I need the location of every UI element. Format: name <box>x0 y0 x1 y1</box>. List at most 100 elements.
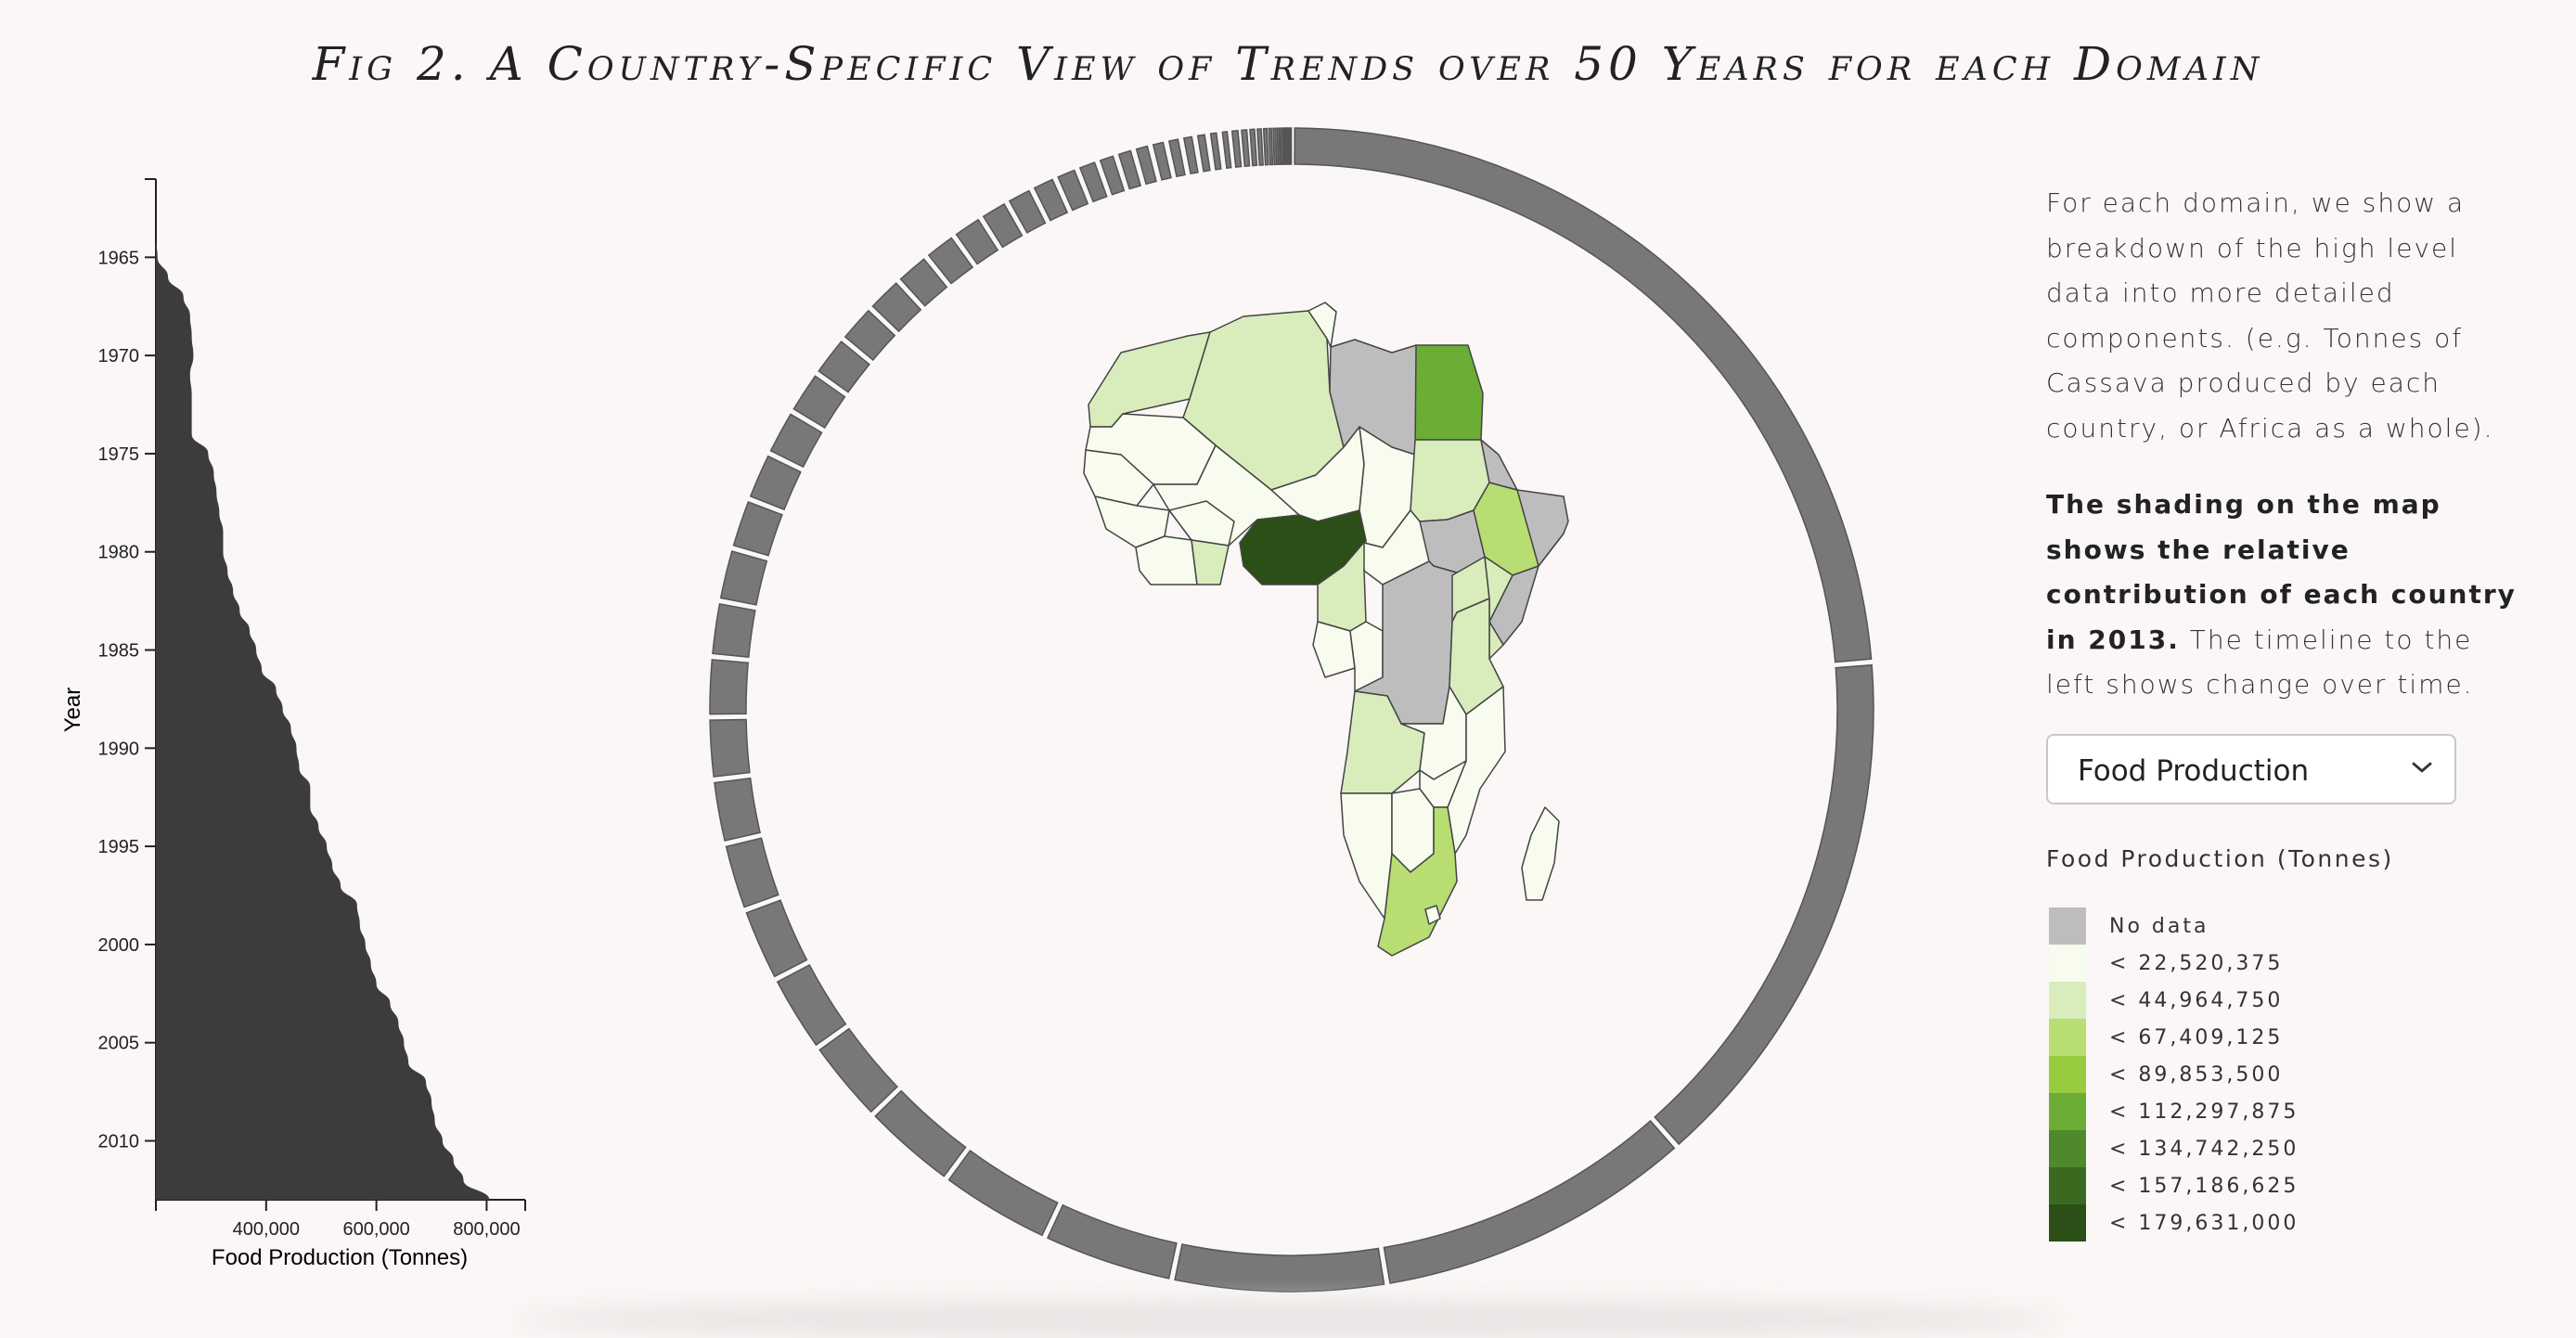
ring-segment[interactable] <box>1221 131 1232 170</box>
ring-segment[interactable] <box>818 1027 898 1113</box>
ring-segment[interactable] <box>1262 127 1269 166</box>
ring-segment[interactable] <box>1230 129 1243 168</box>
country-burkina[interactable] <box>1168 500 1235 547</box>
legend-swatch <box>2049 944 2086 982</box>
ring-segment[interactable] <box>1196 134 1211 173</box>
legend-item: < 157,186,625 <box>2046 1166 2529 1204</box>
y-axis-label: Year <box>60 688 85 733</box>
legend-swatch <box>2049 1018 2086 1056</box>
y-tick-label: 2005 <box>98 1034 140 1054</box>
legend-swatch <box>2049 1129 2086 1167</box>
legend-swatch <box>2049 1166 2086 1204</box>
ring-segments <box>709 127 1874 1293</box>
country-somalia[interactable] <box>1488 489 1569 646</box>
description: For each domain, we show a breakdown of … <box>2046 181 2529 708</box>
legend-item: < 67,409,125 <box>2046 1018 2529 1056</box>
ring-segment[interactable] <box>1117 149 1142 190</box>
description-paragraph-2: The shading on the map shows the relativ… <box>2046 482 2529 708</box>
ring-segment[interactable] <box>955 218 999 265</box>
ring-segment[interactable] <box>769 413 823 469</box>
ring-segment[interactable] <box>1256 128 1264 166</box>
legend-item: < 134,742,250 <box>2046 1129 2529 1167</box>
y-tick-label: 1965 <box>98 248 140 268</box>
ring-segment[interactable] <box>1008 189 1047 234</box>
timeline-axes: 1965 1970 1975 1980 1985 1990 1995 2000 2005 2010… <box>98 178 526 1240</box>
ring-segment[interactable] <box>927 237 974 285</box>
legend-swatch <box>2049 981 2086 1019</box>
ring-segment[interactable] <box>1152 141 1172 181</box>
country-ghana[interactable] <box>1191 539 1230 585</box>
timeline-chart: 1965 1970 1975 1980 1985 1990 1995 2000 2005 2010… <box>60 178 526 1270</box>
country-gabon[interactable] <box>1312 621 1356 678</box>
legend-label: < 67,409,125 <box>2109 1025 2284 1049</box>
ring-segment[interactable] <box>1282 127 1286 165</box>
domain-select[interactable]: Food Production <box>2046 733 2456 804</box>
ring-segment[interactable] <box>1078 161 1108 203</box>
africa-map <box>1083 302 1569 957</box>
ring-segment[interactable] <box>1287 127 1291 165</box>
legend: No data < 22,520,375 < 44,964,750 < 67,409,… <box>2046 907 2529 1242</box>
ring-segment[interactable] <box>709 718 751 778</box>
ring-segment[interactable] <box>732 500 783 557</box>
country-egypt[interactable] <box>1414 344 1484 456</box>
ring-segment[interactable] <box>719 550 768 606</box>
ring-segment[interactable] <box>792 375 846 429</box>
legend-label: < 179,631,000 <box>2109 1211 2299 1235</box>
ring-segment[interactable] <box>871 282 922 333</box>
ring-segment[interactable] <box>1289 127 1293 165</box>
ring-segment[interactable] <box>1174 1243 1385 1293</box>
ring-segment[interactable] <box>725 837 779 908</box>
ring-segment[interactable] <box>1182 135 1199 175</box>
ring-segment[interactable] <box>1383 1119 1676 1284</box>
ring-segment[interactable] <box>709 659 750 715</box>
ring-segment[interactable] <box>982 202 1024 249</box>
y-tick-label: 1995 <box>98 837 140 857</box>
country-libya[interactable] <box>1329 339 1428 456</box>
side-panel: For each domain, we show a breakdown of … <box>2046 181 2529 1242</box>
ring-segment[interactable] <box>714 777 761 842</box>
description-bold: The shading on the map shows the relativ… <box>2046 489 2517 655</box>
legend-label: < 44,964,750 <box>2109 988 2284 1012</box>
ring-segment[interactable] <box>1272 127 1278 166</box>
ring-segment[interactable] <box>1241 129 1251 168</box>
country-cote-divoire[interactable] <box>1135 535 1198 585</box>
y-tick-label: 1985 <box>98 641 140 662</box>
ring-segment[interactable] <box>844 309 896 362</box>
ring-segment[interactable] <box>874 1089 967 1177</box>
ring-segment[interactable] <box>1294 127 1873 663</box>
ring-segment[interactable] <box>776 963 847 1047</box>
ring-segment[interactable] <box>1280 127 1284 165</box>
ring-segment[interactable] <box>1057 169 1089 212</box>
y-tick-label: 1970 <box>98 346 140 367</box>
country-madagascar[interactable] <box>1521 806 1560 901</box>
ring-segment[interactable] <box>1284 127 1288 165</box>
ring-segment[interactable] <box>1268 127 1274 166</box>
ring-segment[interactable] <box>1135 145 1157 186</box>
ring-segment[interactable] <box>1249 128 1258 167</box>
country-namibia[interactable] <box>1340 792 1393 920</box>
ring-segment[interactable] <box>1167 138 1186 178</box>
ring-segment[interactable] <box>1209 132 1222 171</box>
ring-segment[interactable] <box>1099 155 1126 196</box>
y-tick-label: 1990 <box>98 739 140 759</box>
chevron-down-icon <box>2412 761 2432 773</box>
country-tunisia[interactable] <box>1307 302 1337 348</box>
ring-segment[interactable] <box>712 602 756 658</box>
ring-segment[interactable] <box>947 1150 1059 1237</box>
x-tick-label: 800,000 <box>453 1219 520 1240</box>
y-tick-label: 1975 <box>98 444 140 465</box>
country-lesotho[interactable] <box>1424 905 1441 925</box>
ring-segment[interactable] <box>749 455 802 511</box>
ring-segment[interactable] <box>1276 127 1282 165</box>
ring-segment[interactable] <box>745 899 808 978</box>
ring-segment[interactable] <box>1046 1203 1178 1280</box>
ring-segment[interactable] <box>1654 663 1874 1146</box>
x-tick-label: 600,000 <box>342 1219 409 1240</box>
ring-segment[interactable] <box>1033 178 1069 222</box>
ring-segment[interactable] <box>899 258 948 307</box>
ring-segment[interactable] <box>818 341 870 393</box>
legend-swatch <box>2049 1092 2086 1130</box>
legend-item: < 179,631,000 <box>2046 1203 2529 1242</box>
legend-label: No data <box>2109 914 2209 938</box>
legend-item: < 112,297,875 <box>2046 1092 2529 1130</box>
